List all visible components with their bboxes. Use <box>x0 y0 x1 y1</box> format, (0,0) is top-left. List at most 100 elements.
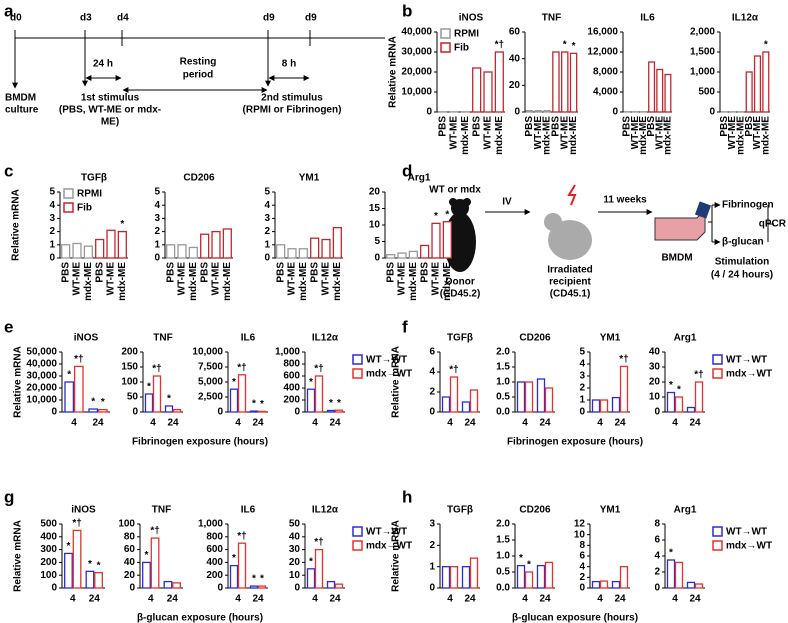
legend-label: RPMI <box>77 189 102 200</box>
label: WT or mdx <box>429 185 481 196</box>
significance: *† <box>314 364 323 375</box>
significance: * <box>120 219 124 230</box>
x-tick-label: WT-ME <box>449 116 460 150</box>
y-tick-label: 5,000 <box>198 377 223 388</box>
significance: *† <box>619 354 628 365</box>
x-tick-label: mdx-ME <box>408 262 419 301</box>
panel-label: f <box>402 317 408 336</box>
x-tick-label: WT-ME <box>211 262 222 296</box>
legend-label: WT→WT <box>366 527 407 538</box>
bar <box>163 580 173 589</box>
y-tick-label: 30 <box>289 544 301 555</box>
x-tick-label: PBS <box>646 116 657 137</box>
bar <box>85 570 95 589</box>
y-tick-label: 800 <box>206 531 223 542</box>
y-tick-label: 0 <box>426 107 432 118</box>
y-tick-label: 40 <box>289 531 301 542</box>
x-tick-label: PBS <box>60 262 71 283</box>
y-tick-label: 400 <box>283 383 300 394</box>
y-tick-label: 8 <box>654 519 660 530</box>
x-tick-label: PBS <box>471 116 482 137</box>
y-tick-label: 60 <box>124 544 136 555</box>
x-tick-label: PBS <box>524 116 535 137</box>
y-tick-label: 1 <box>154 239 160 250</box>
label: Fibrinogen <box>722 200 774 211</box>
bar <box>449 566 459 589</box>
significance: * <box>91 397 95 408</box>
significance: * <box>764 40 768 51</box>
chart-title: iNOS <box>459 13 484 24</box>
y-tick-label: 2,500 <box>198 392 223 403</box>
y-tick-label: 8,000 <box>593 67 618 78</box>
x-tick-label: 4 <box>312 594 318 605</box>
label: 11 weeks <box>603 195 647 206</box>
x-tick-label: mdx-ME <box>494 116 505 155</box>
bar <box>469 557 479 589</box>
x-tick-label: mdx-ME <box>460 116 471 155</box>
y-tick-label: 10,000 <box>401 87 432 98</box>
y-tick-label: 0 <box>429 407 435 418</box>
bar <box>441 396 451 413</box>
day-label: d4 <box>117 13 129 24</box>
y-tick-label: 600 <box>283 371 300 382</box>
y-tick-label: 20 <box>289 557 301 568</box>
significance: * <box>252 399 256 410</box>
x-tick-label: mdx-ME <box>542 116 553 155</box>
x-tick-label: PBS <box>622 116 633 137</box>
legend-swatch <box>712 540 723 551</box>
y-tick-label: 10 <box>649 392 661 403</box>
significance: *† <box>72 518 81 529</box>
y-tick-label: 4 <box>154 200 160 211</box>
x-tick-label: 24 <box>167 594 179 605</box>
significance: * <box>527 560 531 571</box>
x-tick-label: 4 <box>597 594 603 605</box>
bar <box>61 244 71 259</box>
y-tick-label: 0 <box>294 407 300 418</box>
y-tick-label: 0.0 <box>496 583 510 594</box>
bar <box>164 405 174 413</box>
legend-label: mdx→WT <box>366 369 412 380</box>
bar <box>611 396 621 413</box>
x-tick-label: 4 <box>447 418 453 429</box>
bar <box>536 378 546 413</box>
x-tick-label: 24 <box>539 594 551 605</box>
bar <box>72 529 82 589</box>
x-tick-label: 4 <box>672 418 678 429</box>
significance: * <box>88 559 92 570</box>
y-tick-label: 3 <box>579 371 585 382</box>
x-tick-label: mdx-ME <box>298 262 309 301</box>
y-tick-label: 400 <box>40 531 57 542</box>
label: BMDM <box>661 253 692 264</box>
chart-title: YM1 <box>299 173 320 184</box>
y-tick-label: 3 <box>49 213 55 224</box>
y-tick-label: 100 <box>40 570 57 581</box>
timeline-arrows <box>12 46 310 93</box>
chart-title: IL6 <box>241 333 256 344</box>
x-tick-label: 4 <box>235 594 241 605</box>
bar <box>611 580 621 589</box>
bar <box>397 252 407 259</box>
chart-title: IL6 <box>640 13 655 24</box>
x-tick-label: 4 <box>522 594 528 605</box>
bar <box>569 52 578 113</box>
panel-label: c <box>4 161 13 180</box>
y-tick-label: 5 <box>49 187 55 198</box>
x-tick-label: 4 <box>150 418 156 429</box>
recipient-mouse <box>544 184 592 260</box>
y-tick-label: 100 <box>118 519 135 530</box>
label: Stimulation <box>715 257 769 268</box>
panel-label: e <box>4 317 13 336</box>
y-tick-label: 80 <box>124 531 136 542</box>
bar <box>420 244 430 259</box>
y-tick-label: 2,000 <box>690 27 715 38</box>
y-tick-label: 12,000 <box>587 47 618 58</box>
x-tick-label: PBS <box>385 262 396 283</box>
legend-swatch <box>63 202 74 213</box>
y-tick-label: 0 <box>49 253 55 264</box>
significance: * <box>572 41 576 52</box>
bar <box>249 585 259 589</box>
y-tick-label: 2 <box>429 387 435 398</box>
y-tick-label: 2.0 <box>496 519 510 530</box>
y-tick-label: 20,000 <box>401 67 432 78</box>
